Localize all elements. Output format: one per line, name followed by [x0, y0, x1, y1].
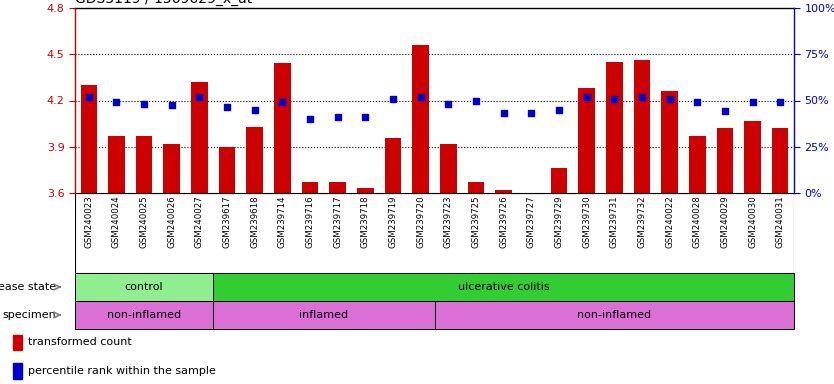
Point	[608, 96, 621, 102]
Bar	[136, 136, 153, 193]
Bar	[661, 91, 678, 193]
Text: GSM239718: GSM239718	[361, 195, 369, 248]
Bar	[75, 273, 214, 301]
Point	[746, 99, 759, 105]
Bar	[495, 190, 512, 193]
Bar	[302, 182, 319, 193]
Bar	[634, 60, 651, 193]
Text: GSM240024: GSM240024	[112, 195, 121, 248]
Point	[359, 114, 372, 121]
Text: percentile rank within the sample: percentile rank within the sample	[28, 366, 216, 376]
Text: transformed count: transformed count	[28, 337, 132, 347]
Point	[220, 104, 234, 110]
Bar	[274, 63, 291, 193]
Point	[193, 94, 206, 101]
Text: GSM240025: GSM240025	[139, 195, 148, 248]
Bar	[81, 85, 97, 193]
Point	[83, 94, 96, 101]
Bar	[412, 45, 429, 193]
Bar	[219, 147, 235, 193]
Bar	[214, 301, 435, 329]
Bar	[550, 168, 567, 193]
Point	[138, 101, 151, 107]
Point	[580, 94, 593, 101]
Text: GSM240027: GSM240027	[195, 195, 204, 248]
Text: GDS3119 / 1569629_x_at: GDS3119 / 1569629_x_at	[75, 0, 252, 6]
Bar	[329, 182, 346, 193]
Text: control: control	[125, 282, 163, 292]
Point	[414, 94, 427, 101]
Bar	[744, 121, 761, 193]
Point	[248, 107, 261, 113]
Point	[110, 99, 123, 105]
Text: GSM240029: GSM240029	[721, 195, 730, 248]
Bar	[13, 363, 22, 379]
Text: GSM240022: GSM240022	[665, 195, 674, 248]
Point	[691, 99, 704, 105]
Point	[470, 98, 483, 104]
Text: non-inflamed: non-inflamed	[107, 310, 181, 320]
Text: GSM239723: GSM239723	[444, 195, 453, 248]
Text: GSM239719: GSM239719	[389, 195, 398, 248]
Point	[497, 110, 510, 116]
Text: GSM239730: GSM239730	[582, 195, 591, 248]
Text: GSM239717: GSM239717	[334, 195, 342, 248]
Text: GSM239727: GSM239727	[527, 195, 535, 248]
Bar	[163, 144, 180, 193]
Bar	[247, 127, 263, 193]
Text: GSM239714: GSM239714	[278, 195, 287, 248]
Point	[331, 114, 344, 121]
Bar	[214, 273, 794, 301]
Point	[718, 108, 731, 114]
Text: GSM239716: GSM239716	[305, 195, 314, 248]
Text: GSM239732: GSM239732	[637, 195, 646, 248]
Text: GSM239731: GSM239731	[610, 195, 619, 248]
Text: inflamed: inflamed	[299, 310, 349, 320]
Point	[663, 96, 676, 102]
Bar	[75, 193, 794, 273]
Text: GSM239617: GSM239617	[223, 195, 232, 248]
Point	[386, 96, 399, 102]
Bar	[468, 182, 485, 193]
Point	[773, 99, 786, 105]
Point	[304, 116, 317, 122]
Text: GSM239726: GSM239726	[499, 195, 508, 248]
Text: GSM240026: GSM240026	[168, 195, 176, 248]
Bar	[440, 144, 457, 193]
Bar	[13, 334, 22, 350]
Bar	[716, 128, 733, 193]
Text: GSM240031: GSM240031	[776, 195, 785, 248]
Bar	[384, 137, 401, 193]
Text: ulcerative colitis: ulcerative colitis	[458, 282, 550, 292]
Text: GSM239725: GSM239725	[471, 195, 480, 248]
Bar	[606, 62, 622, 193]
Bar	[578, 88, 595, 193]
Text: GSM240030: GSM240030	[748, 195, 757, 248]
Text: specimen: specimen	[3, 310, 56, 320]
Point	[276, 99, 289, 105]
Text: GSM239720: GSM239720	[416, 195, 425, 248]
Bar	[689, 136, 706, 193]
Point	[165, 102, 178, 108]
Point	[442, 101, 455, 107]
Point	[525, 110, 538, 116]
Text: GSM240028: GSM240028	[693, 195, 701, 248]
Bar	[435, 301, 794, 329]
Point	[552, 107, 565, 113]
Point	[636, 94, 649, 101]
Text: GSM239729: GSM239729	[555, 195, 564, 248]
Text: GSM239618: GSM239618	[250, 195, 259, 248]
Bar	[357, 189, 374, 193]
Bar	[108, 136, 125, 193]
Bar	[75, 301, 214, 329]
Bar	[191, 82, 208, 193]
Bar	[772, 128, 788, 193]
Text: disease state: disease state	[0, 282, 56, 292]
Text: GSM240023: GSM240023	[84, 195, 93, 248]
Text: non-inflamed: non-inflamed	[577, 310, 651, 320]
